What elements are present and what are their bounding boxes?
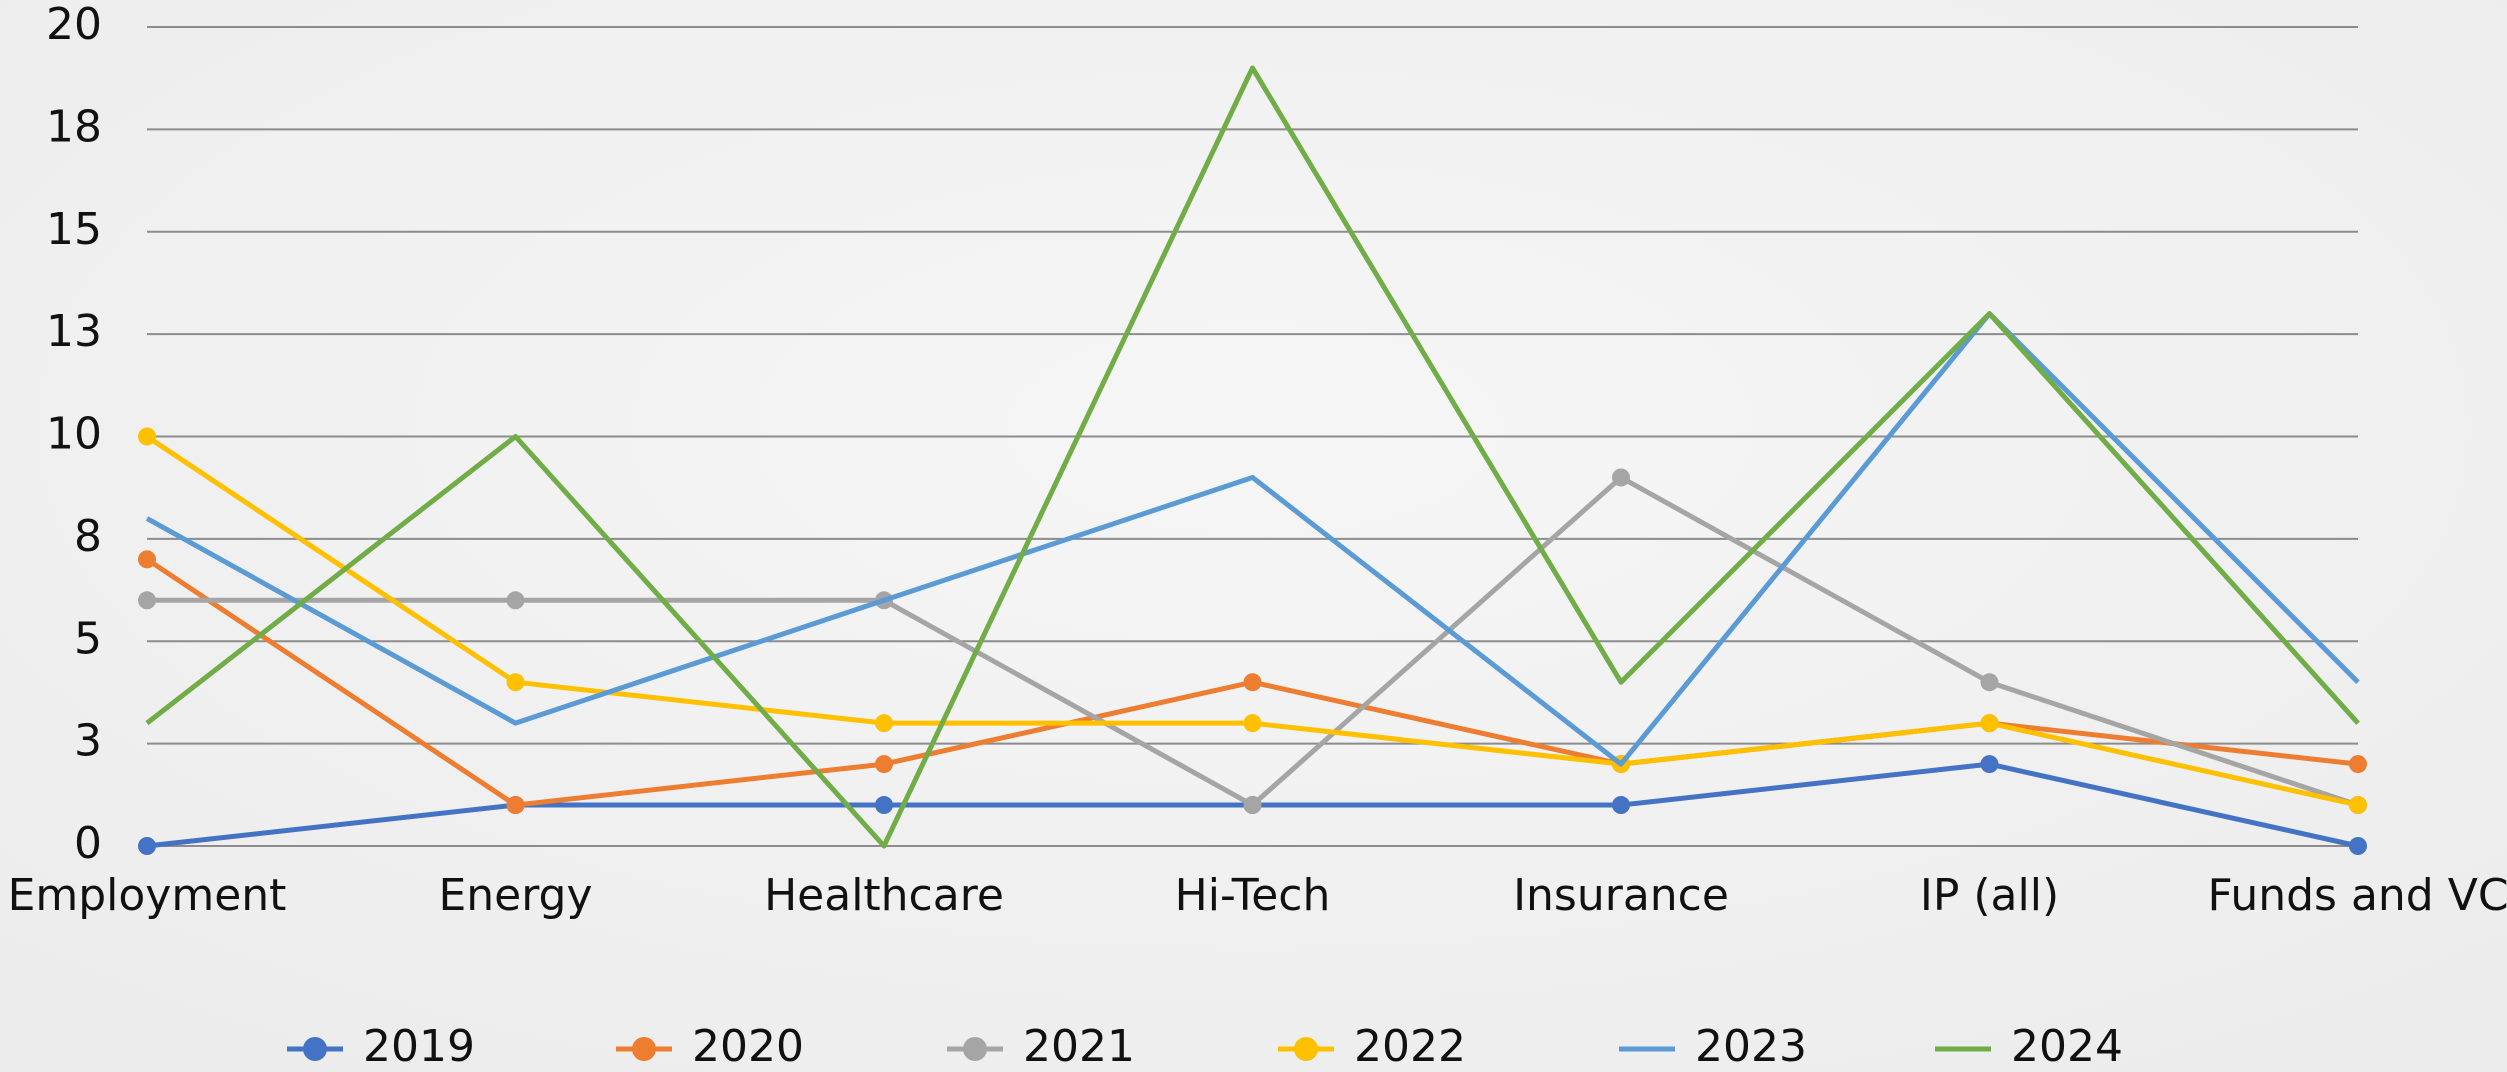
legend-marker [632, 1037, 656, 1061]
y-tick-label: 18 [46, 101, 102, 152]
y-tick-label: 3 [74, 716, 102, 767]
x-tick-label: Insurance [1513, 870, 1729, 921]
y-tick-label: 10 [46, 409, 102, 460]
series-marker [2349, 755, 2367, 774]
series-marker [138, 837, 156, 855]
y-tick-label: 8 [74, 511, 102, 562]
y-tick-label: 20 [46, 0, 102, 50]
series-marker [1980, 714, 1999, 733]
series-marker [138, 427, 156, 446]
series-marker [875, 796, 893, 815]
series-marker [1243, 673, 1262, 692]
series-marker [506, 673, 525, 692]
legend-label: 2024 [2011, 1021, 2123, 1072]
x-tick-label: Funds and VC [2207, 870, 2507, 921]
series-marker [1243, 714, 1262, 733]
series-line [145, 65, 2360, 849]
legend-label: 2019 [363, 1021, 475, 1072]
series-marker [1980, 673, 1999, 692]
legend-label: 2022 [1354, 1021, 1466, 1072]
y-tick-label: 13 [46, 306, 102, 357]
series-marker [138, 550, 156, 569]
y-tick-label: 0 [74, 818, 102, 869]
x-tick-label: Hi-Tech [1175, 870, 1331, 921]
legend-marker [303, 1037, 327, 1061]
legend-marker [1294, 1037, 1318, 1061]
series-marker [1612, 796, 1630, 815]
legend-label: 2023 [1695, 1021, 1807, 1072]
legend-marker [963, 1037, 987, 1061]
series-marker [875, 714, 893, 733]
series-marker [506, 591, 525, 610]
series-marker [506, 796, 525, 815]
series-marker [875, 755, 893, 774]
x-tick-label: Employment [8, 870, 287, 921]
series-marker [138, 591, 156, 610]
series-marker [1980, 755, 1999, 774]
y-tick-label: 5 [74, 613, 102, 664]
legend-label: 2020 [692, 1021, 804, 1072]
x-tick-label: Energy [438, 870, 592, 921]
legend-label: 2021 [1023, 1021, 1135, 1072]
series-marker [2349, 837, 2367, 855]
x-tick-label: Healthcare [764, 870, 1004, 921]
x-tick-label: IP (all) [1920, 870, 2059, 921]
y-tick-label: 15 [46, 204, 102, 255]
series-marker [1612, 468, 1630, 487]
series-marker [2349, 796, 2367, 815]
series-marker [1243, 796, 1262, 815]
